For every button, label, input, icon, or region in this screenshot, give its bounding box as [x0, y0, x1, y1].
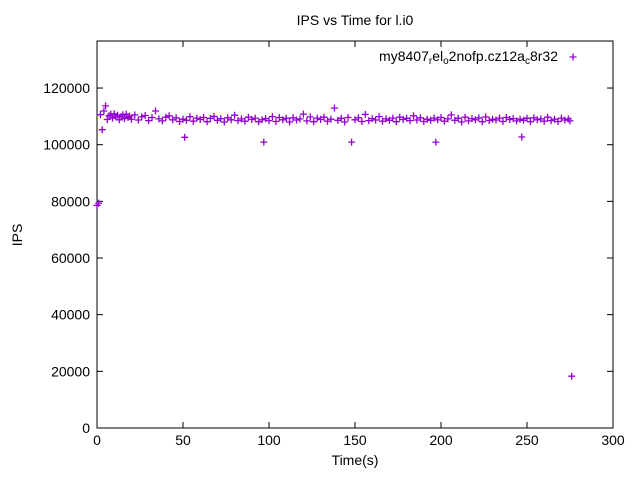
- svg-text:0: 0: [93, 432, 101, 448]
- svg-text:300: 300: [601, 432, 625, 448]
- x-axis-label: Time(s): [331, 452, 379, 468]
- svg-text:200: 200: [429, 432, 453, 448]
- svg-text:50: 50: [175, 432, 191, 448]
- svg-text:100000: 100000: [43, 137, 90, 153]
- svg-text:80000: 80000: [51, 193, 90, 209]
- svg-text:250: 250: [515, 432, 539, 448]
- legend-series-label: my8407relo2nofp.cz12ac8r32: [379, 48, 558, 67]
- legend-plus-marker-icon: [569, 53, 577, 61]
- svg-text:20000: 20000: [51, 363, 90, 379]
- svg-text:60000: 60000: [51, 250, 90, 266]
- chart-title: IPS vs Time for l.i0: [296, 12, 414, 28]
- svg-text:100: 100: [257, 432, 281, 448]
- svg-text:40000: 40000: [51, 307, 90, 323]
- svg-text:0: 0: [82, 420, 90, 436]
- svg-text:120000: 120000: [43, 80, 90, 96]
- svg-text:150: 150: [343, 432, 367, 448]
